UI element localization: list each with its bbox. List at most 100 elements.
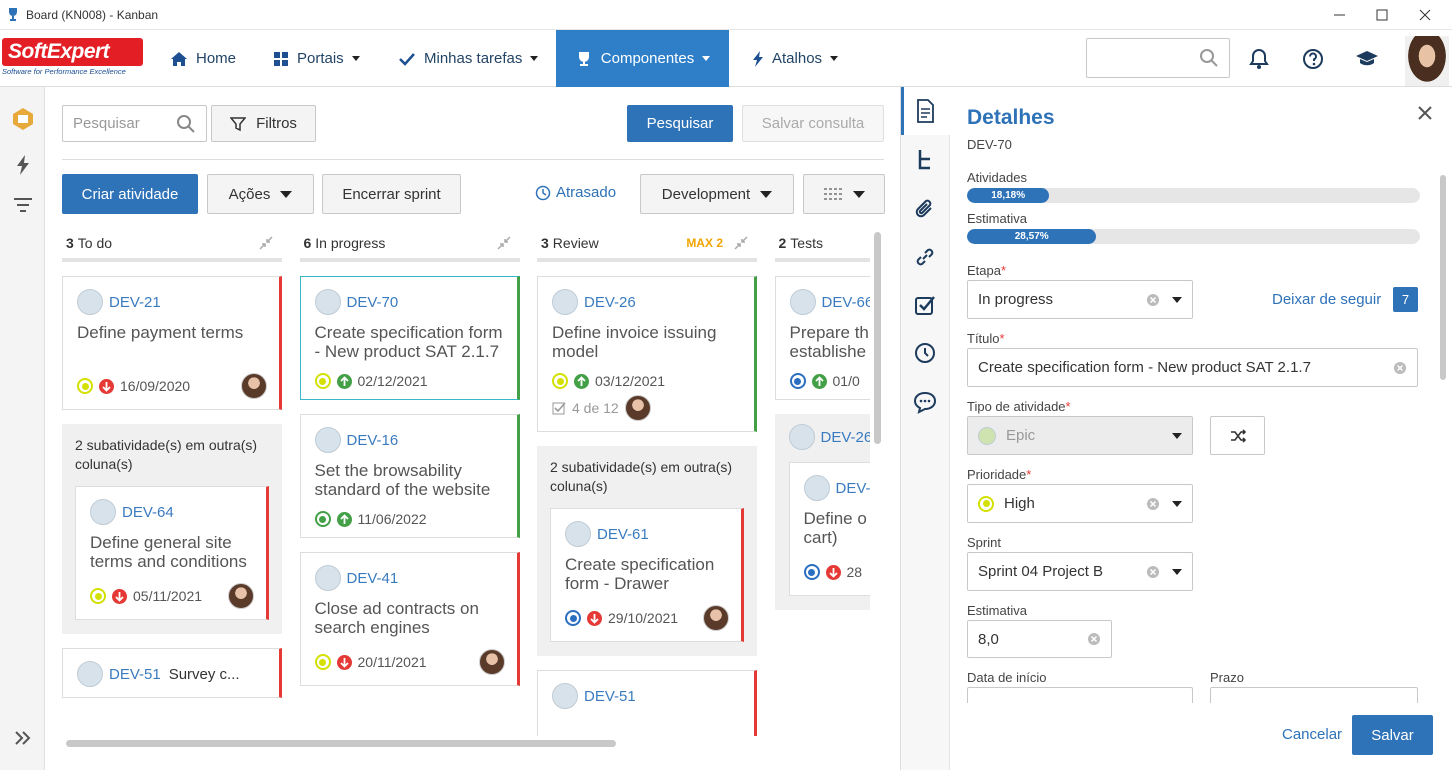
late-filter[interactable]: Atrasado <box>535 184 616 201</box>
card-header: DEV-41 <box>314 565 505 591</box>
tab-hierarchy[interactable] <box>912 147 938 173</box>
horizontal-scrollbar[interactable] <box>66 740 616 747</box>
shortcut-icon[interactable] <box>16 155 30 175</box>
close-sprint-button[interactable]: Encerrar sprint <box>322 174 461 214</box>
label-text: Etapa <box>967 263 1001 278</box>
button-label: Salvar consulta <box>761 115 865 132</box>
button-label: Development <box>661 185 751 203</box>
details-scrollbar[interactable] <box>1440 175 1446 380</box>
start-date-input[interactable] <box>967 687 1193 703</box>
task-card[interactable]: DEV- Define o template cart) 28 <box>788 462 871 596</box>
card-date: 02/12/2021 <box>357 373 428 389</box>
kanban-column: 3 To do DEV-21 Define payment terms 16/09/20… <box>62 228 282 698</box>
tab-attachments[interactable] <box>912 196 938 222</box>
priority-icon <box>811 373 827 389</box>
actions-button[interactable]: Ações <box>207 174 314 214</box>
board-icon[interactable] <box>11 107 35 131</box>
status-dot <box>81 382 89 390</box>
tab-checklist[interactable] <box>912 292 938 318</box>
kanban-column: 6 In progress DEV-70 Create specification f… <box>299 228 520 686</box>
close-details[interactable] <box>1418 106 1432 120</box>
tab-details[interactable] <box>912 98 938 124</box>
help[interactable] <box>1302 48 1324 70</box>
filter-icon[interactable] <box>13 197 33 213</box>
collapse-icon[interactable] <box>258 235 274 251</box>
card-id: DEV-41 <box>346 569 399 587</box>
logo[interactable]: SoftExpert Software for Performance Exce… <box>2 38 143 78</box>
left-sidebar <box>0 87 45 770</box>
expand-icon[interactable] <box>14 730 32 746</box>
type-select[interactable]: Epic <box>967 416 1193 455</box>
layout-button[interactable] <box>803 174 885 214</box>
task-card[interactable]: DEV-21 Define payment terms 16/09/2020 <box>62 276 282 410</box>
priority-select[interactable]: High <box>967 484 1193 523</box>
stage-select[interactable]: In progress <box>967 280 1193 319</box>
label-text: Título <box>967 331 1000 346</box>
task-card[interactable]: DEV-66 Prepare th issue invoi establishe 0… <box>774 276 870 400</box>
nav-componentes[interactable]: Componentes <box>556 30 729 87</box>
column-count: 2 <box>778 235 787 251</box>
notifications[interactable] <box>1248 48 1270 70</box>
card-date: 01/0 <box>832 373 860 389</box>
sprint-select[interactable]: Sprint 04 Project B <box>967 552 1193 591</box>
search-button[interactable]: Pesquisar <box>627 105 733 142</box>
task-card[interactable]: DEV-51 <box>537 670 757 736</box>
card-id: DEV- <box>835 479 871 497</box>
window-controls[interactable] <box>1320 0 1452 30</box>
label-text: Data de início <box>967 670 1047 685</box>
save-query-button[interactable]: Salvar consulta <box>742 105 884 142</box>
view-select[interactable]: Development <box>640 174 794 214</box>
tab-links[interactable] <box>912 244 938 270</box>
global-search[interactable] <box>1086 38 1230 78</box>
required-mark: * <box>1026 467 1032 482</box>
title-input[interactable]: Create specification form - New product … <box>967 348 1418 387</box>
followers-count[interactable]: 7 <box>1393 287 1418 312</box>
save-button[interactable]: Salvar <box>1352 715 1433 755</box>
vertical-scrollbar[interactable] <box>874 232 881 444</box>
task-card[interactable]: DEV-61 Create specification form - Drawer… <box>550 508 744 642</box>
column-name: Review <box>552 235 599 251</box>
task-card[interactable]: DEV-41 Close ad contracts on search engin… <box>299 552 520 686</box>
cancel-link[interactable]: Cancelar <box>1282 726 1343 743</box>
late-label: Atrasado <box>556 184 617 201</box>
status-icon <box>77 378 93 394</box>
group-note: 2 subatividade(s) em outra(s) coluna(s) <box>550 459 733 494</box>
select-value: Sprint 04 Project B <box>978 563 1104 580</box>
card-checklist: 4 de 12 <box>552 395 742 421</box>
user-avatar[interactable] <box>1405 36 1449 86</box>
active-tab[interactable] <box>901 87 950 135</box>
nav-portais[interactable]: Portais <box>273 30 360 87</box>
task-card[interactable]: DEV-26 Define invoice issuing model 03/12/… <box>537 276 757 432</box>
board-search[interactable]: Pesquisar <box>62 105 207 142</box>
create-button[interactable]: Criar atividade <box>62 174 198 214</box>
card-date: 03/12/2021 <box>595 373 666 389</box>
type-icon <box>789 289 816 315</box>
input-value: Create specification form - New product … <box>978 359 1311 376</box>
column-header: 6 In progress <box>299 228 520 262</box>
task-card[interactable]: DEV-51 Survey c... <box>62 648 282 698</box>
task-card[interactable]: DEV-64 Define general site terms and cond… <box>75 486 269 620</box>
status-dot <box>794 377 801 385</box>
learning[interactable] <box>1355 50 1379 68</box>
unfollow-link[interactable]: Deixar de seguir <box>1272 291 1382 308</box>
priority-icon <box>336 654 352 670</box>
filters-button[interactable]: Filtros <box>211 105 316 142</box>
card-date: 29/10/2021 <box>608 609 679 626</box>
nav-tarefas[interactable]: Minhas tarefas <box>398 30 539 87</box>
nav-atalhos[interactable]: Atalhos <box>752 30 839 87</box>
estimate-input[interactable]: 8,0 <box>967 620 1112 658</box>
assignee-avatar <box>228 583 254 609</box>
task-card[interactable]: DEV-70 Create specification form - New pr… <box>299 276 520 400</box>
collapse-icon[interactable] <box>496 235 512 251</box>
collapse-icon[interactable] <box>733 235 749 251</box>
progress-value: 28,57% <box>1014 231 1049 242</box>
change-type-button[interactable] <box>1210 416 1265 455</box>
due-date-input[interactable] <box>1210 687 1418 703</box>
nav-home[interactable]: Home <box>170 30 236 87</box>
card-id: DEV-16 <box>346 431 399 449</box>
tab-comments[interactable] <box>912 389 938 415</box>
task-card[interactable]: DEV-16 Set the browsability standard of t… <box>299 414 520 538</box>
tab-history[interactable] <box>912 340 938 366</box>
assignee-avatar <box>703 605 729 631</box>
card-title: Set the browsability standard of the web… <box>314 461 491 499</box>
